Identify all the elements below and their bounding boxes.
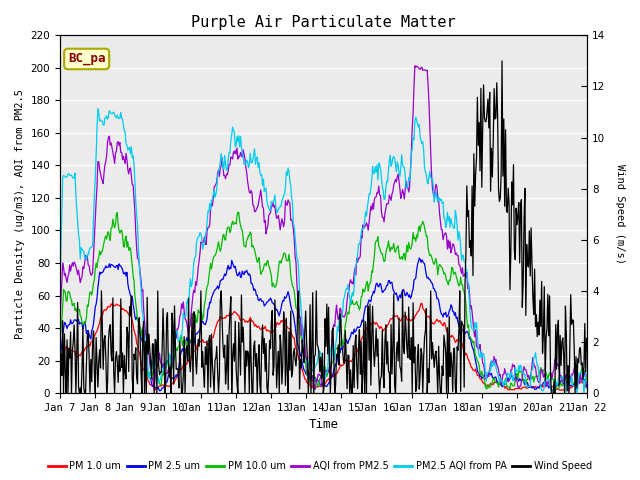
Legend: PM 1.0 um, PM 2.5 um, PM 10.0 um, AQI from PM2.5, PM2.5 AQI from PA, Wind Speed: PM 1.0 um, PM 2.5 um, PM 10.0 um, AQI fr… [44, 457, 596, 475]
Text: BC_pa: BC_pa [68, 52, 106, 65]
Y-axis label: Wind Speed (m/s): Wind Speed (m/s) [615, 164, 625, 264]
X-axis label: Time: Time [308, 419, 339, 432]
Y-axis label: Particle Density (ug/m3), AQI from PM2.5: Particle Density (ug/m3), AQI from PM2.5 [15, 89, 25, 339]
Title: Purple Air Particulate Matter: Purple Air Particulate Matter [191, 15, 456, 30]
